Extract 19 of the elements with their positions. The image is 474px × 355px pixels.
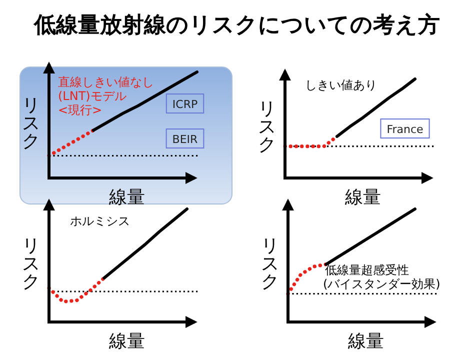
annotation: ホルミシス (70, 214, 130, 228)
annotation: 直線しきい値なし (58, 75, 154, 89)
x-axis-title: 線量 (347, 331, 384, 352)
chart-title: 低線量放射線のリスクについての考え方 (33, 12, 440, 38)
annotation: (LNT)モデル (58, 89, 126, 103)
annotation: しきい値あり (305, 78, 377, 92)
y-axis-title: リスク (261, 236, 279, 292)
y-axis-title: リスク (22, 95, 40, 152)
annotation: France (386, 123, 424, 136)
annotation: (バイスタンダー効果) (323, 277, 440, 291)
annotation: <現行> (58, 103, 102, 117)
y-axis-title: リスク (258, 98, 276, 156)
x-axis-title: 線量 (108, 187, 145, 208)
annotation: BEIR (172, 133, 198, 146)
x-axis-title: 線量 (108, 331, 145, 352)
annotation: ICRP (172, 98, 198, 111)
y-axis-title: リスク (22, 236, 40, 292)
annotation: 低線量超感受性 (325, 263, 409, 277)
x-axis-title: 線量 (344, 187, 381, 208)
